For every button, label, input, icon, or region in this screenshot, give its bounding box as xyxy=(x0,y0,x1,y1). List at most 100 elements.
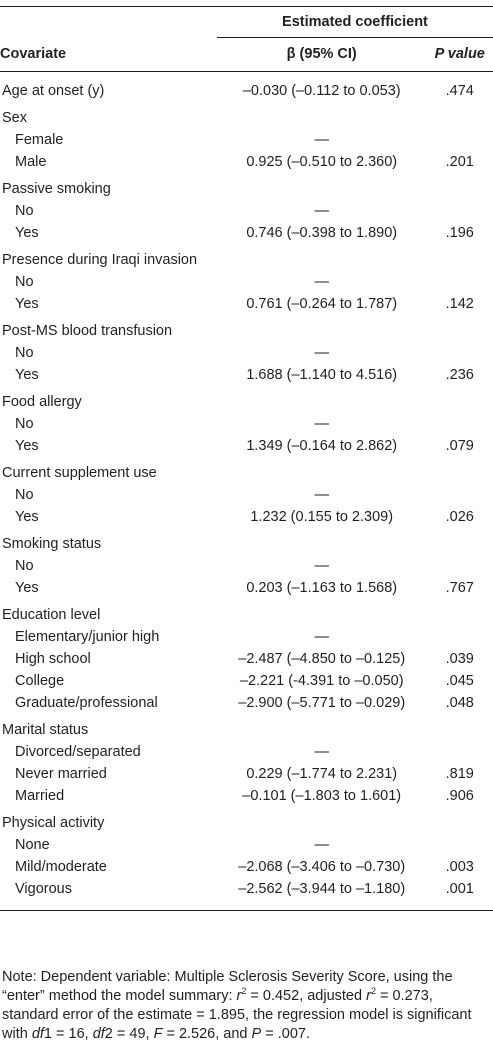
row-label: Marital status xyxy=(2,722,89,738)
table-row: Food allergy xyxy=(0,386,493,413)
row-label: Divorced/separated xyxy=(15,744,141,760)
note-text: 2 xyxy=(370,986,376,997)
row-label: Passive smoking xyxy=(2,181,111,197)
table-row: Male 0.925 (–0.510 to 2.360) .201 xyxy=(0,151,493,173)
table-body: Age at onset (y) –0.030 (–0.112 to 0.053)… xyxy=(0,72,493,911)
table-row: Post-MS blood transfusion xyxy=(0,315,493,342)
note-text: r xyxy=(236,988,242,1004)
row-label: Married xyxy=(15,788,65,804)
table-row: Passive smoking xyxy=(0,173,493,200)
p-value xyxy=(427,457,493,484)
row-label: No xyxy=(15,345,34,361)
table-row: Yes 1.232 (0.155 to 2.309) .026 xyxy=(0,506,493,528)
estimate: –0.030 (–0.112 to 0.053) xyxy=(242,83,401,99)
row-label: No xyxy=(15,487,34,503)
estimate xyxy=(217,714,427,741)
table-row: No — xyxy=(0,342,493,364)
estimate xyxy=(217,599,427,626)
row-label: Smoking status xyxy=(2,536,102,552)
table-row: Vigorous –2.562 (–3.944 to –1.180) .001 xyxy=(0,878,493,911)
row-label: None xyxy=(15,837,50,853)
note-text: = .007. xyxy=(261,1026,310,1042)
note-text: = 2.526, and xyxy=(162,1026,252,1042)
table-row: Age at onset (y) –0.030 (–0.112 to 0.053)… xyxy=(0,72,493,103)
p-value xyxy=(427,484,493,506)
p-value: .819 xyxy=(445,766,474,782)
p-value: .003 xyxy=(445,859,474,875)
row-label: Yes xyxy=(15,580,39,596)
note-text: F xyxy=(153,1026,163,1042)
p-value xyxy=(427,714,493,741)
estimate: –2.068 (–3.406 to –0.730) xyxy=(238,859,406,875)
estimate: 1.349 (–0.164 to 2.862) xyxy=(246,438,398,454)
row-label: No xyxy=(15,558,34,574)
p-value: .201 xyxy=(445,154,474,170)
p-value: .767 xyxy=(445,580,474,596)
p-value xyxy=(427,599,493,626)
estimate xyxy=(217,173,427,200)
row-label: Current supplement use xyxy=(2,465,157,481)
row-label: Presence during Iraqi invasion xyxy=(2,252,198,268)
p-value xyxy=(427,342,493,364)
p-value xyxy=(427,173,493,200)
estimate: –2.487 (–4.850 to –0.125) xyxy=(238,651,406,667)
p-value xyxy=(427,386,493,413)
row-label: Yes xyxy=(15,225,39,241)
row-label: No xyxy=(15,203,34,219)
estimate: — xyxy=(314,487,329,503)
table-row: No — xyxy=(0,413,493,435)
row-label: Yes xyxy=(15,296,39,312)
table-row: Sex xyxy=(0,102,493,129)
row-label: High school xyxy=(15,651,91,667)
table-row: High school –2.487 (–4.850 to –0.125) .039 xyxy=(0,648,493,670)
table-row: Yes 0.746 (–0.398 to 1.890) .196 xyxy=(0,222,493,244)
table-row: No — xyxy=(0,484,493,506)
note-text: df xyxy=(31,1026,44,1042)
estimate: — xyxy=(314,203,329,219)
estimate: 1.688 (–1.140 to 4.516) xyxy=(246,367,398,383)
note-text: df xyxy=(92,1026,105,1042)
table-row: Presence during Iraqi invasion xyxy=(0,244,493,271)
p-value xyxy=(427,528,493,555)
table-row: Current supplement use xyxy=(0,457,493,484)
row-label: Elementary/junior high xyxy=(15,629,160,645)
table-row: Graduate/professional –2.900 (–5.771 to –… xyxy=(0,692,493,714)
estimate: — xyxy=(314,837,329,853)
p-value xyxy=(427,626,493,648)
row-label: No xyxy=(15,274,34,290)
estimate: 0.925 (–0.510 to 2.360) xyxy=(246,154,398,170)
row-label: Graduate/professional xyxy=(15,695,158,711)
p-value xyxy=(427,413,493,435)
p-value: .906 xyxy=(445,788,474,804)
row-label: No xyxy=(15,416,34,432)
row-label: Age at onset (y) xyxy=(2,83,105,99)
span-header: Estimated coefficient xyxy=(216,6,493,38)
estimate xyxy=(217,807,427,834)
note-text: r xyxy=(366,988,371,1004)
estimate: –2.562 (–3.944 to –1.180) xyxy=(216,878,427,911)
p-value: .048 xyxy=(445,695,474,711)
table-row: Yes 0.203 (–1.163 to 1.568) .767 xyxy=(0,577,493,599)
p-value: .026 xyxy=(445,509,474,525)
estimate: — xyxy=(314,132,329,148)
estimate: — xyxy=(314,744,329,760)
table-row: Physical activity xyxy=(0,807,493,834)
note-text: 2 xyxy=(241,986,247,997)
row-label: Female xyxy=(15,132,64,148)
row-label: Yes xyxy=(15,509,39,525)
table-row: Married –0.101 (–1.803 to 1.601) .906 xyxy=(0,785,493,807)
table-row: No — xyxy=(0,200,493,222)
estimate: 0.203 (–1.163 to 1.568) xyxy=(246,580,398,596)
p-value: .079 xyxy=(445,438,474,454)
estimate: –2.900 (–5.771 to –0.029) xyxy=(238,695,406,711)
table-row: Education level xyxy=(0,599,493,626)
table-row: Divorced/separated — xyxy=(0,741,493,763)
table-row: College –2.221 (-4.391 to –0.050) .045 xyxy=(0,670,493,692)
p-value xyxy=(427,200,493,222)
estimate: 1.232 (0.155 to 2.309) xyxy=(250,509,394,525)
p-value: .045 xyxy=(445,673,474,689)
p-value xyxy=(427,129,493,151)
note-text: = 0.452, adjusted xyxy=(246,988,367,1004)
row-label: Vigorous xyxy=(0,878,217,911)
table-row: Yes 1.688 (–1.140 to 4.516) .236 xyxy=(0,364,493,386)
